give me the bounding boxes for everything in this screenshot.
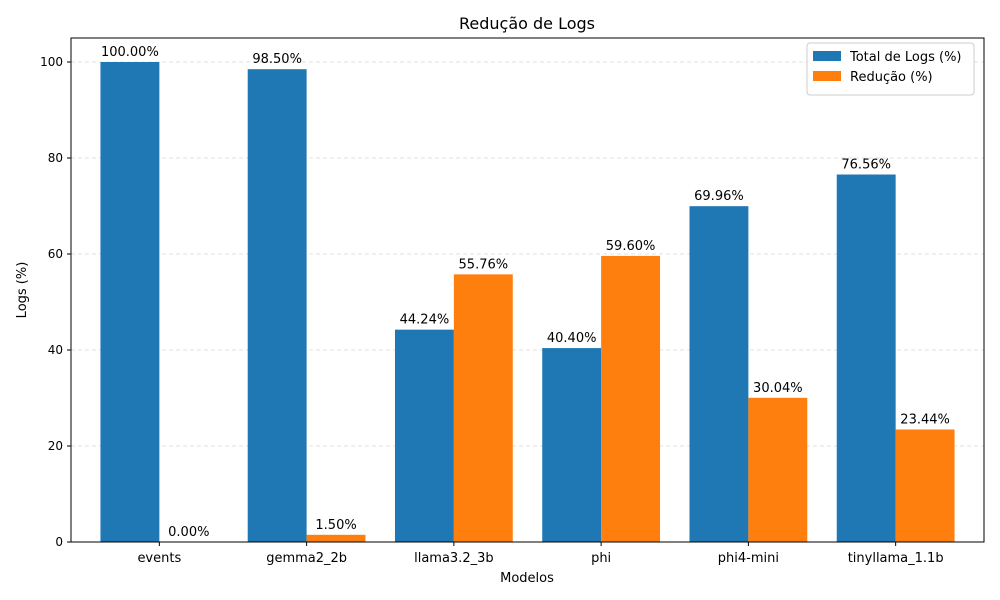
data-label: 30.04%	[753, 381, 803, 396]
y-axis-label: Logs (%)	[15, 262, 30, 319]
x-axis-label: Modelos	[500, 571, 554, 586]
legend-entry: Total de Logs (%)	[849, 50, 962, 65]
x-tick-label: tinyllama_1.1b	[848, 551, 944, 566]
data-label: 76.56%	[841, 158, 891, 173]
data-label: 98.50%	[252, 52, 302, 67]
bar	[453, 274, 513, 542]
bar	[748, 397, 808, 542]
data-label: 59.60%	[606, 239, 656, 254]
bar	[394, 329, 454, 542]
y-tick-label: 0	[55, 535, 63, 549]
data-label: 1.50%	[315, 518, 356, 533]
legend-swatch	[813, 51, 841, 61]
data-label: 0.00%	[168, 525, 209, 540]
bar	[689, 206, 749, 542]
bar	[247, 69, 307, 542]
bar	[601, 255, 661, 543]
bar	[306, 534, 366, 542]
bar	[100, 62, 160, 542]
data-labels: 100.00% 98.50% 44.24% 40.40% 69.96% 76.56% 0.0…	[101, 45, 950, 540]
bar	[895, 429, 955, 542]
bars	[100, 62, 955, 543]
x-tick-label: phi4-mini	[718, 551, 779, 566]
chart-title: Redução de Logs	[459, 14, 595, 33]
y-axis-ticks: 0 20 40 60 80 100	[40, 55, 71, 549]
data-label: 69.96%	[694, 189, 744, 204]
x-tick-label: gemma2_2b	[266, 551, 347, 566]
y-tick-label: 40	[48, 343, 63, 357]
data-label: 100.00%	[101, 45, 159, 60]
data-label: 55.76%	[459, 257, 509, 272]
y-tick-label: 80	[48, 151, 63, 165]
plot-frame	[70, 37, 985, 543]
data-label: 44.24%	[400, 313, 450, 328]
x-axis-ticks: events gemma2_2b llama3.2_3b phi phi4-mini ti…	[137, 542, 944, 566]
y-tick-label: 100	[40, 55, 63, 69]
data-label: 40.40%	[547, 331, 597, 346]
y-tick-label: 60	[48, 247, 63, 261]
bar	[836, 174, 896, 542]
legend-swatch	[813, 71, 841, 81]
legend-entry: Redução (%)	[850, 70, 933, 85]
legend: Total de Logs (%) Redução (%)	[806, 42, 975, 96]
y-tick-label: 20	[48, 439, 63, 453]
data-label: 23.44%	[900, 412, 950, 427]
bar	[542, 348, 602, 542]
x-tick-label: events	[137, 551, 181, 566]
x-tick-label: phi	[591, 551, 611, 566]
legend-box	[806, 42, 975, 96]
x-tick-label: llama3.2_3b	[414, 551, 494, 566]
